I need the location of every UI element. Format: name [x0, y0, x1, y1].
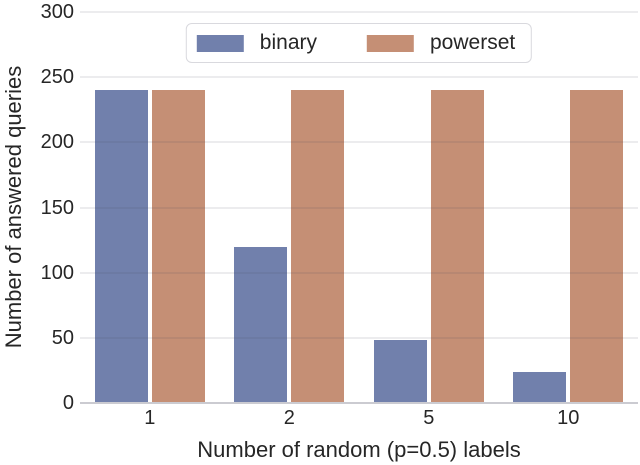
legend-item-binary: binary: [196, 31, 317, 55]
y-tick-150: 150: [40, 196, 74, 219]
bar-binary-10: [513, 371, 567, 403]
x-axis-title: Number of random (p=0.5) labels: [197, 437, 521, 462]
y-tick-250: 250: [40, 66, 74, 89]
y-axis-title: Number of answered queries: [1, 65, 26, 349]
x-tick-10: 10: [557, 407, 580, 429]
y-tick-0: 0: [62, 392, 74, 414]
bar-group-10: [499, 12, 639, 403]
legend: binary powerset: [185, 23, 533, 63]
legend-swatch-powerset: [366, 34, 414, 52]
bar-group-1: [80, 12, 220, 403]
legend-label-powerset: powerset: [429, 31, 516, 54]
bar-powerset-1: [151, 90, 205, 403]
bar-binary-2: [234, 246, 288, 403]
bars-layer: [80, 12, 638, 403]
legend-item-powerset: powerset: [366, 31, 516, 55]
x-tick-1: 1: [144, 407, 156, 429]
bar-group-5: [359, 12, 499, 403]
plot-area: [80, 11, 638, 404]
bar-group-2: [220, 12, 360, 403]
y-tick-200: 200: [40, 131, 74, 154]
x-tick-2: 2: [283, 407, 295, 429]
y-tick-100: 100: [40, 261, 74, 284]
x-axis-line: [80, 402, 638, 404]
bar-powerset-10: [570, 90, 624, 403]
bar-binary-1: [94, 90, 148, 403]
x-tick-5: 5: [423, 407, 435, 429]
legend-label-binary: binary: [259, 31, 317, 54]
bar-powerset-5: [430, 90, 484, 403]
legend-swatch-binary: [196, 34, 244, 52]
bar-powerset-2: [291, 90, 345, 403]
y-tick-300: 300: [40, 1, 74, 23]
bar-binary-5: [373, 340, 427, 403]
y-tick-50: 50: [51, 326, 74, 349]
